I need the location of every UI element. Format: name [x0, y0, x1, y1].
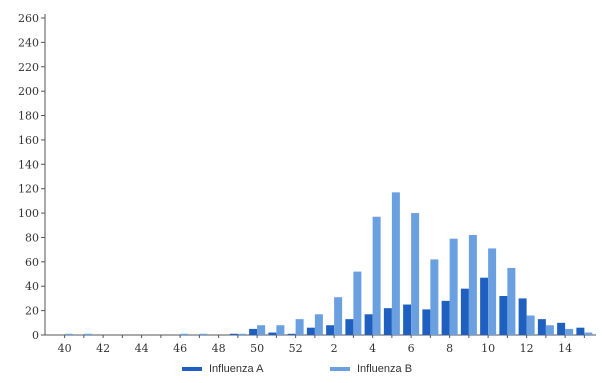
y-tick-label: 200: [18, 85, 39, 98]
y-axis: 0 20 40 60 80 100 120 140 160 180 200 220 240 260: [18, 12, 46, 342]
legend-label: Influenza B: [357, 363, 412, 375]
bar-influenza-a-2: [326, 325, 335, 335]
x-tick-label: 2: [331, 342, 338, 355]
bar-influenza-b-7: [430, 259, 439, 335]
bar-influenza-a-52: [287, 333, 296, 335]
x-tick-label: 50: [250, 342, 264, 355]
x-tick-label: 40: [58, 342, 72, 355]
bar-influenza-b-47: [199, 333, 208, 335]
bar-influenza-b-51: [276, 325, 285, 335]
bar-influenza-b-1: [314, 314, 323, 335]
y-tick-label: 80: [25, 231, 39, 244]
bar-influenza-a-49: [229, 333, 238, 335]
x-tick-label: 14: [558, 342, 572, 355]
y-tick-label: 60: [25, 256, 39, 269]
legend: Influenza A Influenza B: [182, 363, 412, 375]
legend-swatch: [182, 367, 202, 371]
y-tick-label: 120: [18, 183, 39, 196]
y-tick-label: 0: [32, 329, 39, 342]
x-tick-label: 42: [96, 342, 110, 355]
bar-influenza-a-15: [576, 327, 585, 335]
bar-influenza-b-41: [83, 333, 92, 335]
bar-influenza-b-40: [64, 333, 73, 335]
bar-influenza-b-4: [372, 216, 381, 335]
bar-influenza-b-9: [468, 235, 477, 335]
bar-influenza-b-11: [507, 267, 516, 335]
bar-influenza-a-9: [460, 288, 469, 335]
bar-influenza-a-7: [422, 309, 431, 335]
bar-influenza-a-6: [403, 304, 412, 335]
bar-influenza-b-10: [488, 248, 497, 335]
bar-influenza-b-50: [257, 325, 266, 335]
bar-influenza-b-49: [237, 333, 246, 335]
bar-influenza-b-5: [391, 192, 400, 335]
bar-influenza-a-5: [383, 308, 392, 335]
bar-influenza-b-2: [334, 297, 343, 335]
bar-influenza-a-14: [557, 322, 566, 335]
x-tick-label: 4: [369, 342, 376, 355]
y-tick-label: 220: [18, 61, 39, 74]
bar-influenza-b-3: [353, 271, 362, 335]
y-tick-label: 100: [18, 207, 39, 220]
x-tick-label: 44: [135, 342, 149, 355]
legend-label: Influenza A: [209, 363, 264, 375]
bar-influenza-a-51: [268, 332, 277, 335]
y-tick-label: 160: [18, 134, 39, 147]
bar-influenza-a-50: [249, 328, 258, 335]
bar-influenza-a-11: [499, 295, 508, 335]
y-tick-label: 40: [25, 280, 39, 293]
bars: [64, 192, 593, 335]
x-tick-label: 8: [446, 342, 453, 355]
bar-influenza-b-8: [449, 238, 458, 335]
bar-influenza-a-10: [480, 277, 489, 335]
x-tick-label: 52: [289, 342, 303, 355]
bar-influenza-b-15: [584, 332, 593, 335]
x-axis: 40 42 44 46 48 50 52 2 4 6 8 10 12 14: [45, 334, 596, 355]
bar-influenza-a-8: [441, 300, 450, 335]
bar-influenza-b-12: [526, 315, 535, 335]
x-tick-label: 48: [212, 342, 226, 355]
bar-influenza-b-13: [545, 325, 554, 335]
y-tick-label: 260: [18, 12, 39, 25]
x-tick-label: 10: [481, 342, 495, 355]
bar-influenza-a-1: [306, 327, 315, 335]
bar-influenza-b-6: [411, 213, 420, 335]
y-tick-label: 140: [18, 158, 39, 171]
x-tick-label: 12: [520, 342, 534, 355]
bar-influenza-b-14: [565, 328, 574, 335]
bar-influenza-b-46: [180, 333, 189, 335]
x-tick-label: 46: [173, 342, 187, 355]
legend-swatch: [330, 367, 350, 371]
bar-influenza-b-52: [295, 319, 304, 335]
y-tick-label: 240: [18, 36, 39, 49]
y-tick-label: 20: [25, 305, 39, 318]
bar-influenza-a-12: [518, 298, 527, 335]
bar-influenza-a-4: [364, 314, 373, 335]
bar-influenza-a-3: [345, 319, 354, 335]
y-tick-label: 180: [18, 110, 39, 123]
x-tick-label: 6: [408, 342, 415, 355]
bar-influenza-a-13: [537, 319, 546, 335]
